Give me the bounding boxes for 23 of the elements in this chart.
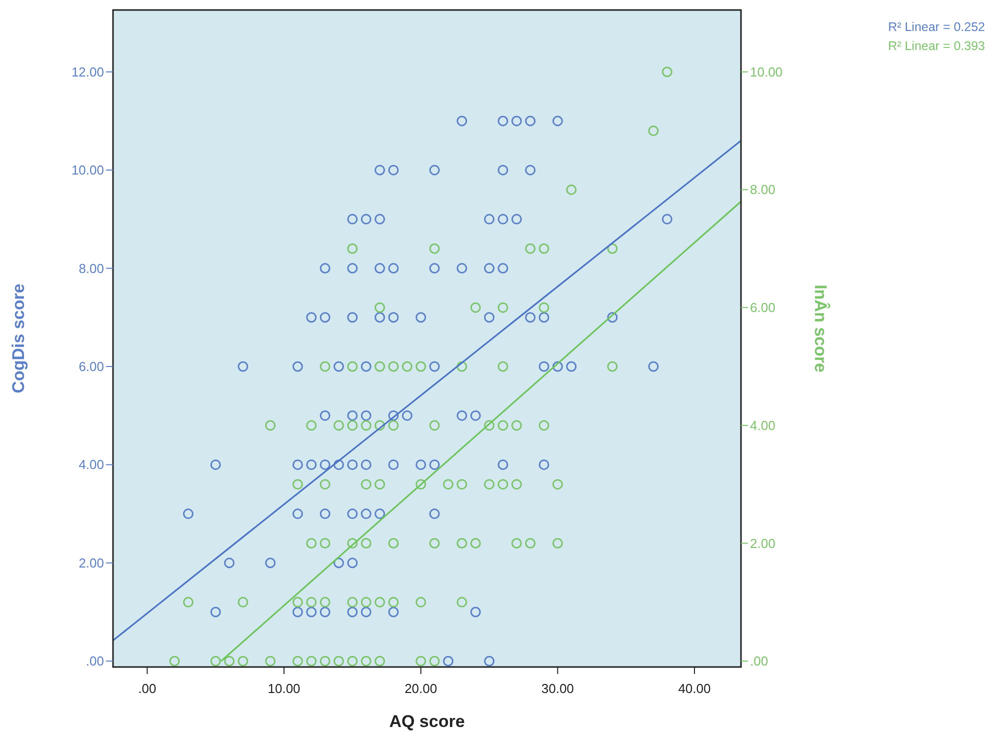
y2-tick-label: 2.00 <box>750 536 776 551</box>
y-tick-label: 2.00 <box>78 555 104 570</box>
y2-tick-label: 6.00 <box>750 300 776 316</box>
text: R² Linear = 0.393 <box>888 39 986 53</box>
x-tick-label: 30.00 <box>541 681 574 696</box>
y-tick-label: 12.00 <box>71 64 104 80</box>
y-tick-label: 8.00 <box>78 260 104 276</box>
y2-axis-title: InÂn score <box>811 284 831 372</box>
x-axis-title: AQ score <box>389 712 465 731</box>
y-tick-label: 6.00 <box>78 358 104 374</box>
y2-tick-label: 10.00 <box>750 64 783 80</box>
text: R² Linear = 0.252 <box>888 20 986 34</box>
y-tick-label: .00 <box>86 654 104 669</box>
x-tick-label: 20.00 <box>404 681 438 696</box>
y-tick-label: 10.00 <box>71 162 104 178</box>
y-tick-label: 4.00 <box>78 457 104 472</box>
y-axis-title: CogDis score <box>9 284 28 394</box>
x-tick-label: 40.00 <box>678 681 711 696</box>
x-tick-label: 10.00 <box>268 681 300 696</box>
x-tick-label: .00 <box>138 681 156 696</box>
y2-tick-label: 8.00 <box>750 182 776 198</box>
y2-tick-label: 4.00 <box>750 418 776 433</box>
y2-tick-label: .00 <box>750 654 768 669</box>
